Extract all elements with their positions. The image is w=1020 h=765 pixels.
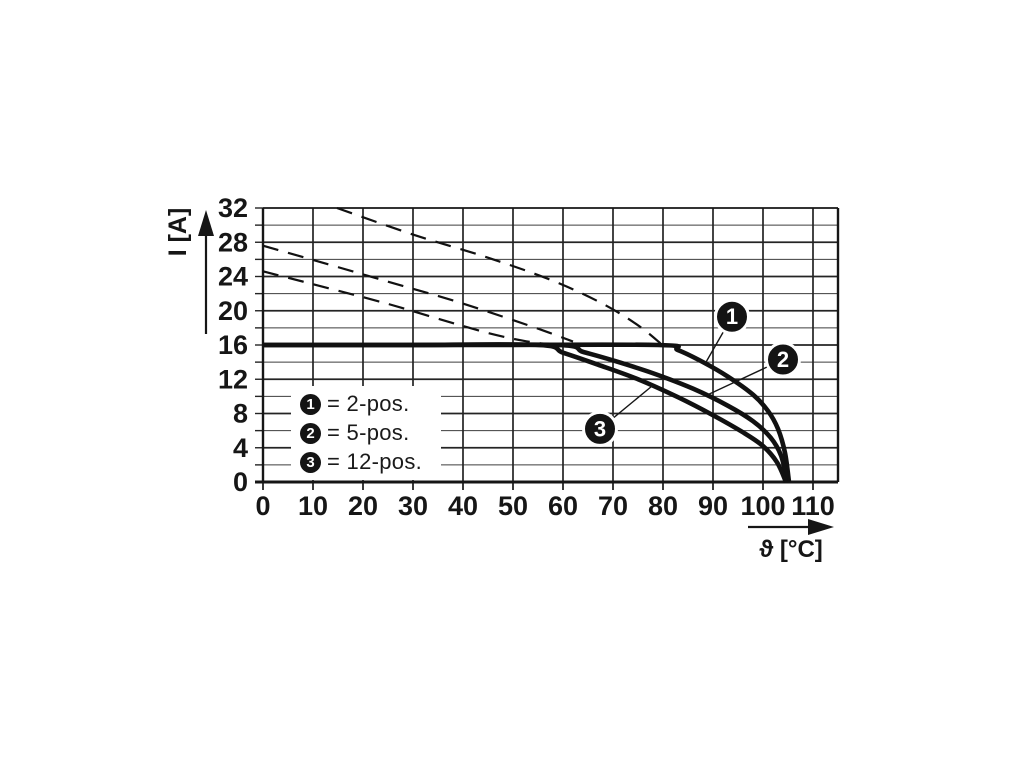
x-tick-label: 70 <box>598 491 628 521</box>
x-tick-label: 10 <box>298 491 328 521</box>
legend-marker-1-icon: 1 <box>300 393 321 415</box>
x-tick-label: 100 <box>740 491 785 521</box>
y-tick-label: 32 <box>218 193 248 223</box>
callout-number-2: 2 <box>777 347 789 372</box>
y-tick-label: 12 <box>218 364 248 394</box>
curve-solid-3 <box>262 342 789 483</box>
legend-item-5pos: 2 = 5-pos. <box>300 420 441 446</box>
y-tick-label: 4 <box>233 433 248 463</box>
y-tick-label: 20 <box>218 296 248 326</box>
legend-marker-2-icon: 2 <box>300 422 321 444</box>
y-axis-arrow-icon <box>198 210 214 236</box>
chart-legend: 1 = 2-pos. 2 = 5-pos. 3 = 12-pos. <box>291 386 441 480</box>
x-tick-label: 50 <box>498 491 528 521</box>
callout-circle-1 <box>714 298 750 335</box>
y-tick-label: 28 <box>218 227 248 257</box>
x-tick-label: 40 <box>448 491 478 521</box>
legend-item-12pos: 3 = 12-pos. <box>300 449 441 475</box>
x-tick-label: 20 <box>348 491 378 521</box>
x-axis-label: ϑ [°C] <box>759 536 823 563</box>
x-tick-label: 60 <box>548 491 578 521</box>
legend-item-2pos: 1 = 2-pos. <box>300 391 441 417</box>
x-tick-label: 110 <box>791 491 835 521</box>
y-tick-label: 24 <box>218 262 248 292</box>
legend-label-5pos: = 5-pos. <box>327 420 410 445</box>
legend-label-2pos: = 2-pos. <box>327 391 410 416</box>
x-axis-arrow-icon <box>808 519 834 535</box>
legend-marker-3-icon: 3 <box>300 451 321 473</box>
callout-circle-2 <box>765 341 801 378</box>
callout-number-1: 1 <box>726 304 738 329</box>
x-tick-label: 0 <box>255 491 270 521</box>
curve-dashed-3 <box>262 270 549 346</box>
callout-circle-3 <box>582 410 618 447</box>
y-tick-label: 0 <box>233 467 248 497</box>
y-tick-label: 8 <box>233 399 248 429</box>
x-tick-label: 80 <box>648 491 678 521</box>
x-tick-label: 90 <box>698 491 728 521</box>
legend-label-12pos: = 12-pos. <box>327 449 423 474</box>
y-axis-label: I [A] <box>164 208 192 257</box>
x-tick-label: 30 <box>398 491 428 521</box>
curve-dashed-1 <box>336 206 662 345</box>
curve-dashed-2 <box>262 244 574 343</box>
y-tick-label: 16 <box>218 330 248 360</box>
callout-number-3: 3 <box>594 416 606 441</box>
